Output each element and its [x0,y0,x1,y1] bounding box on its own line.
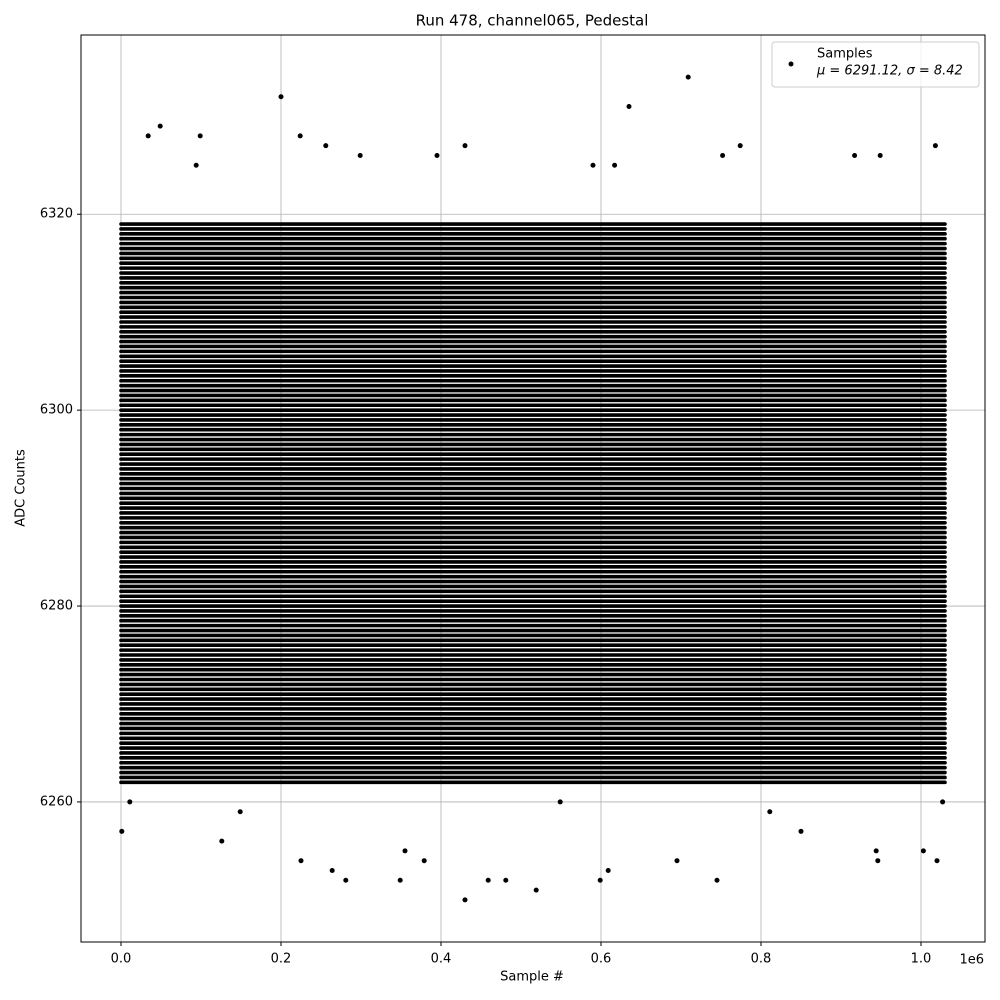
point [343,877,349,883]
x-tick-label: 0.8 [751,952,772,967]
legend-stats: μ = 6291.12, σ = 8.42 [816,64,963,79]
point [462,143,468,149]
point [197,133,203,139]
x-tick-label: 0.4 [431,952,452,967]
point [720,152,726,158]
legend-label: Samples [817,47,873,62]
y-tick-label: 6320 [40,207,73,222]
point [685,74,691,80]
y-axis-label: ADC Counts [14,449,29,527]
x-tick-label: 0.6 [591,952,612,967]
point [298,858,304,864]
point [119,828,125,834]
point [932,143,938,149]
point [605,867,611,873]
point [357,152,363,158]
point [297,133,303,139]
point [145,133,151,139]
point [397,877,403,883]
point [626,104,632,110]
point [557,799,563,805]
point [940,799,946,805]
x-tick-label: 0.0 [111,952,132,967]
y-tick-label: 6280 [40,599,73,614]
point [462,897,468,903]
point [597,877,603,883]
point [434,152,440,158]
point [127,799,133,805]
point [533,887,539,893]
point [193,162,199,168]
legend-box [771,41,980,88]
point [157,123,163,129]
point [503,877,509,883]
point [877,152,883,158]
point [674,858,680,864]
point [421,858,427,864]
point [402,848,408,854]
point [798,828,804,834]
point [485,877,491,883]
x-axis-label: Sample # [500,970,564,985]
point [934,858,940,864]
point [714,877,720,883]
point [873,848,879,854]
x-tick-label: 1.0 [911,952,932,967]
point [737,143,743,149]
point [767,809,773,815]
point [219,838,225,844]
point [590,162,596,168]
point [875,858,881,864]
y-tick-label: 6260 [40,794,73,809]
point [329,867,335,873]
point [612,162,618,168]
point [920,848,926,854]
point [852,152,858,158]
point [278,94,284,100]
plot-frame [80,34,986,943]
x-offset-label: 1e6 [959,953,984,968]
x-tick-label: 0.2 [271,952,292,967]
chart-title: Run 478, channel065, Pedestal [416,12,649,30]
legend-marker [788,61,794,67]
point [323,143,329,149]
y-tick-label: 6300 [40,403,73,418]
point [237,809,243,815]
